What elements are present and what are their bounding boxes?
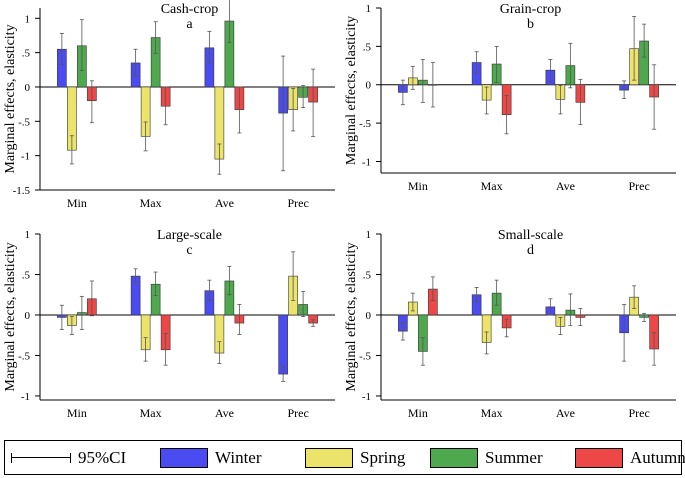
x-tick-label: Ave — [215, 406, 234, 420]
x-tick-label: Ave — [215, 196, 234, 210]
x-tick-label: Max — [481, 406, 503, 420]
x-tick-label: Ave — [556, 406, 575, 420]
legend-item-spring: Spring — [305, 441, 405, 474]
y-tick-label: .5 — [22, 48, 31, 60]
x-tick-label: Prec — [287, 196, 308, 210]
x-tick-label: Min — [67, 406, 87, 420]
panel-letter: c — [186, 243, 192, 258]
y-tick-label: 1 — [366, 3, 372, 15]
y-tick-label: 0 — [366, 80, 372, 92]
y-tick-label: 0 — [25, 82, 31, 94]
x-tick-label: Min — [408, 406, 428, 420]
x-tick-label: Max — [481, 179, 503, 193]
legend-label-spring: Spring — [360, 447, 406, 467]
panel-cash-crop: -1.5 -1 -.5 0 .5 1 Marginal effects, elasticit… — [3, 0, 335, 210]
y-tick-label: 0 — [366, 310, 372, 322]
y-tick-label: .5 — [22, 269, 31, 281]
y-tick-label: 1 — [366, 229, 372, 241]
legend-item-ci: 95%CI — [11, 441, 126, 474]
y-tick-label: .5 — [363, 269, 372, 281]
bar-winter — [278, 314, 288, 375]
x-tick-label: Min — [67, 196, 87, 210]
legend-item-autumn: Autumn — [575, 441, 685, 474]
legend-swatch-summer — [430, 447, 478, 468]
x-tick-label: Ave — [556, 179, 575, 193]
legend-swatch-spring — [305, 447, 353, 468]
x-tick-label: Max — [140, 406, 162, 420]
legend-label-autumn: Autumn — [630, 447, 685, 467]
y-axis-label: Marginal effects, elasticity — [3, 24, 18, 173]
panel-title: Grain-crop — [500, 2, 561, 17]
panel-title: Large-scale — [157, 228, 222, 243]
x-tick-label: Prec — [628, 179, 649, 193]
panel-grain-crop: -1 -.5 0 .5 1 Marginal effects, elasticity Gra… — [344, 2, 676, 193]
x-tick-label: Prec — [287, 406, 308, 420]
panel-letter: a — [186, 17, 193, 32]
x-tick-label: Max — [140, 196, 162, 210]
y-tick-label: .5 — [363, 41, 372, 53]
panel-large-scale: -1 -.5 0 .5 1 Marginal effects, elasticity Lar… — [3, 228, 335, 420]
legend-swatch-winter — [160, 447, 208, 468]
y-tick-label: -1.5 — [13, 185, 31, 197]
y-axis-label: Marginal effects, elasticity — [344, 242, 359, 391]
y-tick-label: 1 — [25, 229, 31, 241]
y-tick-label: -.5 — [18, 350, 30, 362]
panel-letter: b — [527, 17, 534, 32]
y-tick-label: 1 — [25, 13, 31, 25]
y-tick-label: 0 — [25, 310, 31, 322]
legend-label-summer: Summer — [485, 447, 543, 467]
x-tick-label: Min — [408, 179, 428, 193]
legend-item-summer: Summer — [430, 441, 543, 474]
y-tick-label: -1 — [21, 391, 30, 403]
legend-label-ci: 95%CI — [78, 447, 127, 467]
panel-small-scale: -1 -.5 0 .5 1 Marginal effects, elasticity Sma… — [344, 228, 676, 420]
x-tick-label: Prec — [628, 406, 649, 420]
ci-whisker-icon — [11, 452, 71, 463]
y-axis-label: Marginal effects, elasticity — [344, 16, 359, 165]
y-tick-label: -.5 — [18, 116, 30, 128]
y-axis-label: Marginal effects, elasticity — [3, 242, 18, 391]
panel-title: Small-scale — [498, 228, 563, 243]
legend-swatch-autumn — [575, 447, 623, 468]
legend-label-winter: Winter — [215, 447, 262, 467]
y-tick-label: -.5 — [359, 350, 371, 362]
y-tick-label: -1 — [362, 156, 371, 168]
legend-item-winter: Winter — [160, 441, 262, 474]
panel-title: Cash-crop — [161, 2, 219, 17]
y-tick-label: -1 — [21, 151, 30, 163]
legend: 95%CI Winter Spring Summer Autumn — [4, 440, 685, 475]
panel-letter: d — [527, 243, 534, 258]
y-tick-label: -1 — [362, 391, 371, 403]
y-tick-label: -.5 — [359, 118, 371, 130]
